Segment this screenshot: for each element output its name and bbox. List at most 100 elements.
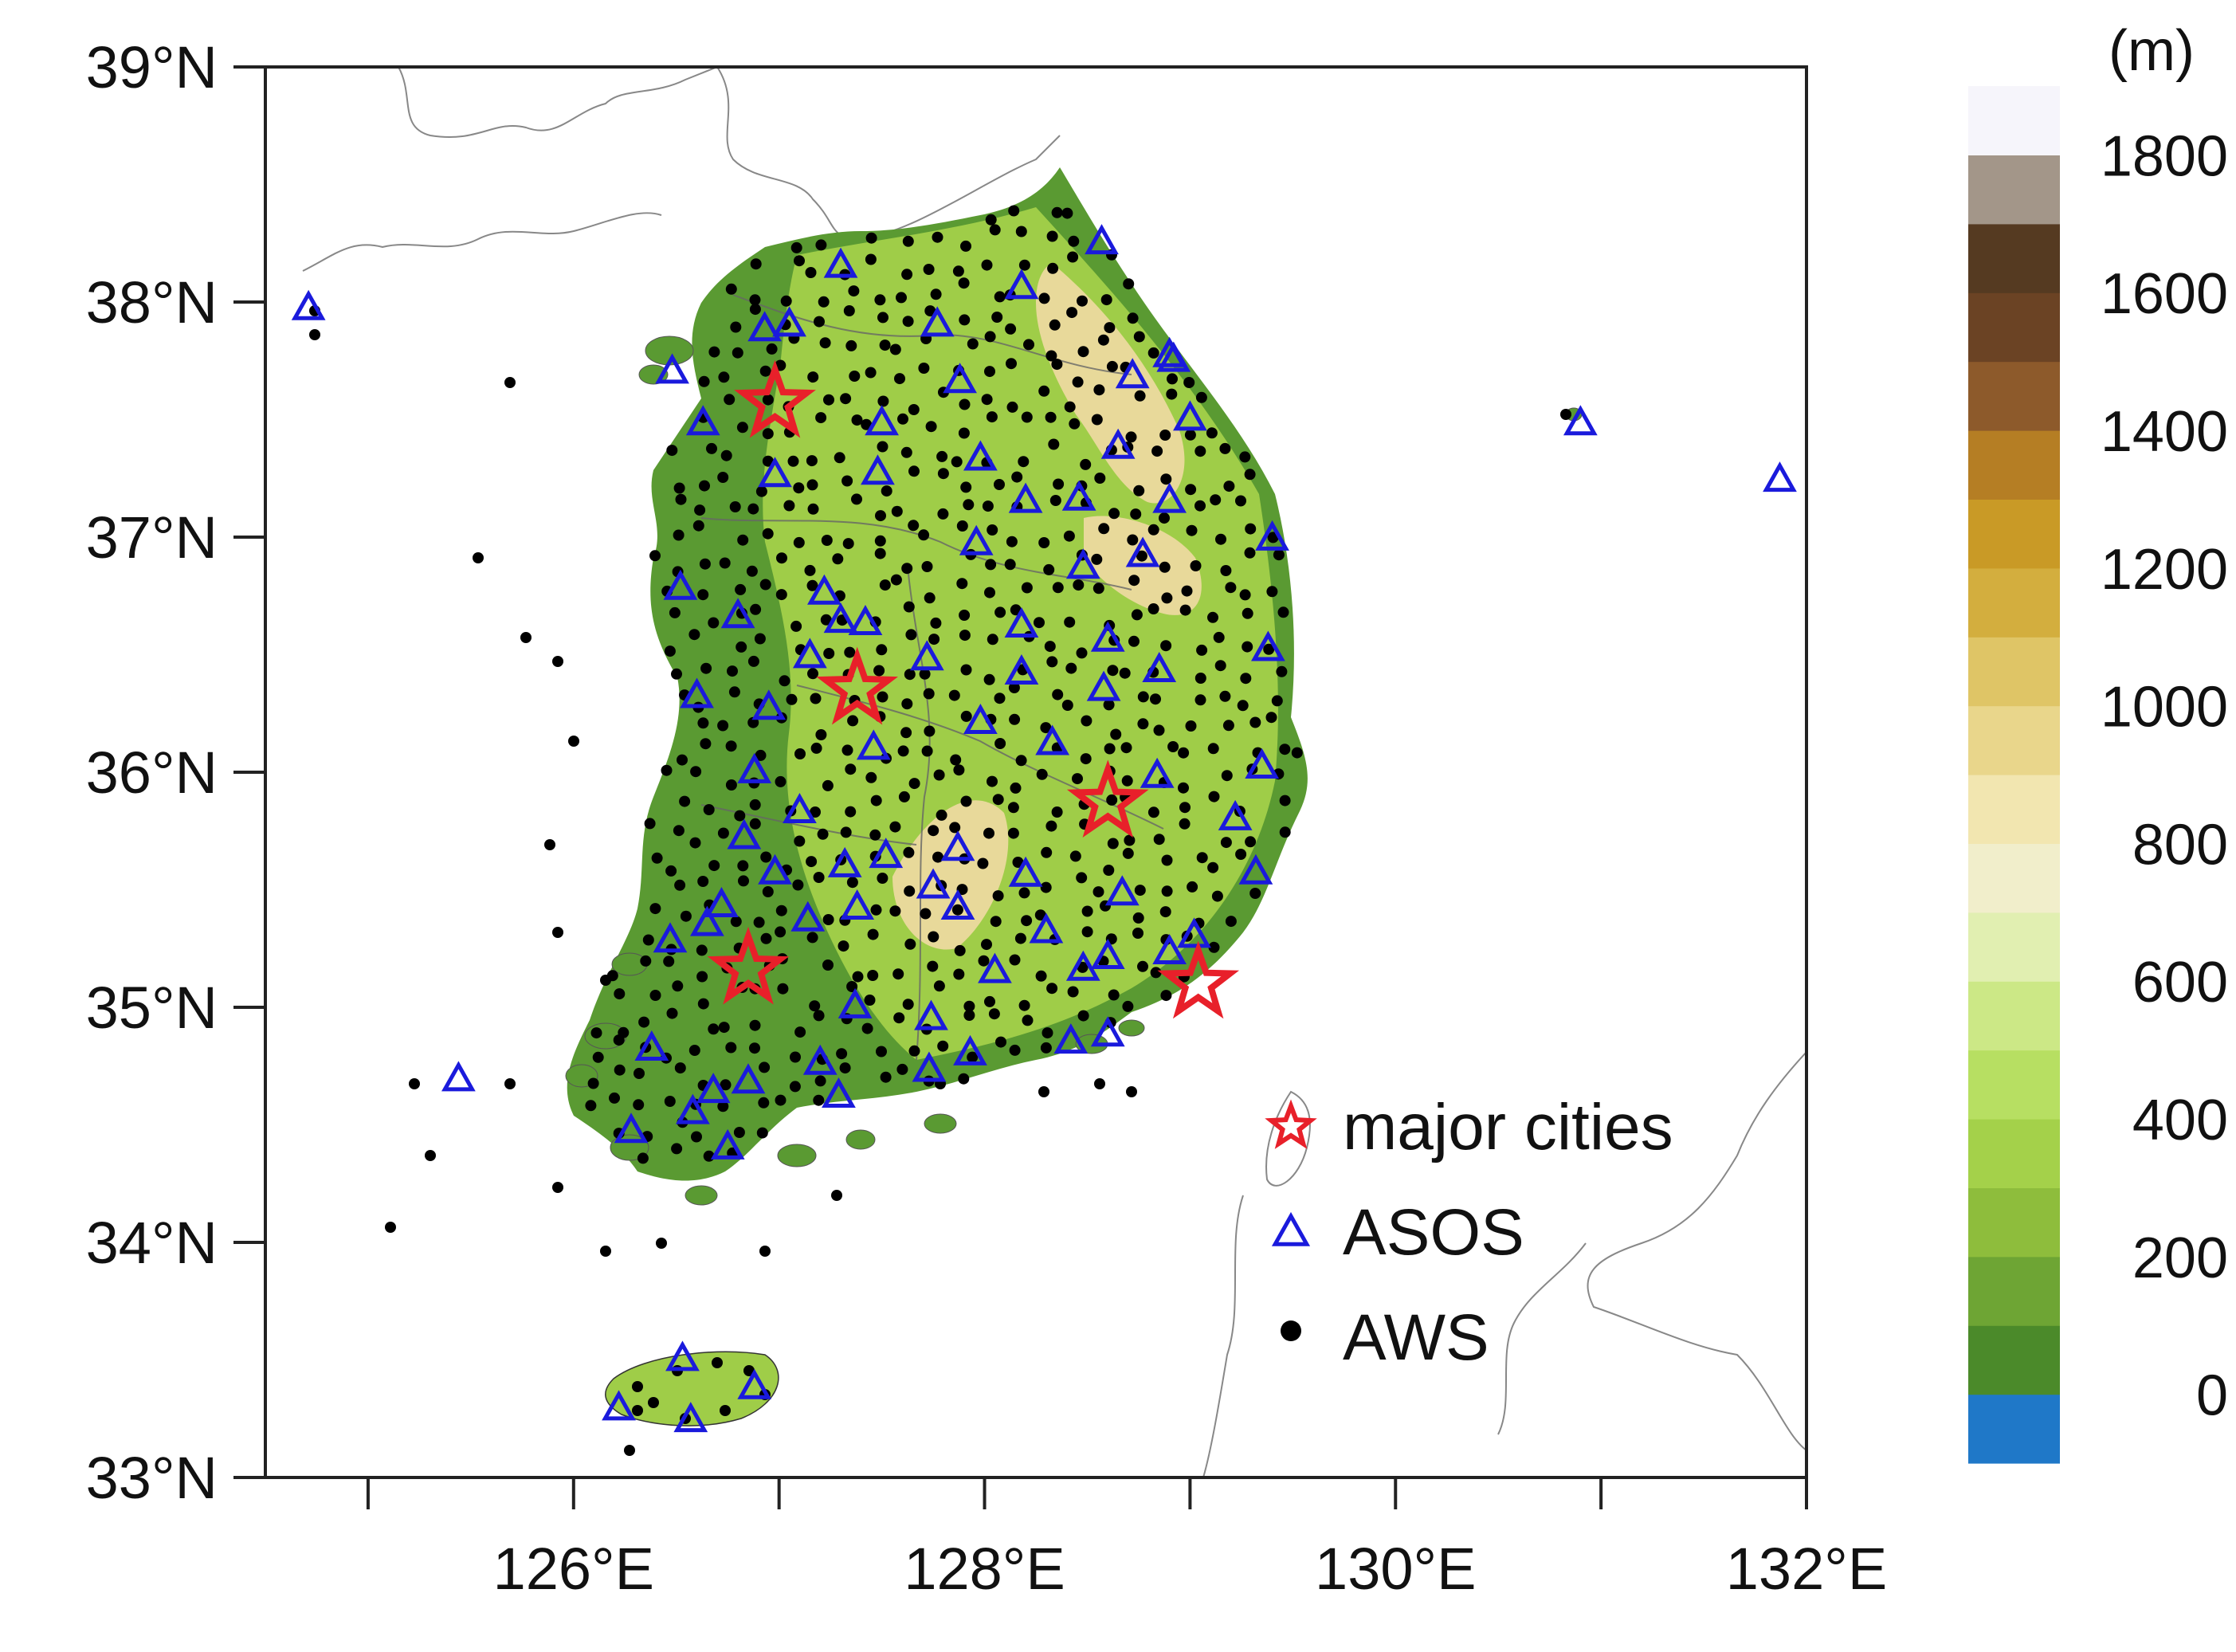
aws-dot [648,1397,659,1408]
asos-triangle [1100,428,1136,459]
aws-dot [960,795,972,807]
aws-dot [1219,442,1231,454]
asos-triangle [790,901,826,932]
lat-tick-label: 35°N [86,975,218,1041]
aws-dot [840,393,852,405]
aws-dot [673,529,685,541]
aws-dot [1211,890,1223,902]
aws-dot [694,504,706,516]
aws-dot [1223,481,1235,492]
aws-dot [815,239,827,251]
aws-dot [815,729,827,740]
asos-triangle [856,729,891,760]
aws-dot [981,394,993,406]
aws-dot [1081,926,1093,938]
colorbar-label: 1200 [2101,538,2228,602]
aws-dot [733,1127,745,1138]
aws-dot [902,999,914,1010]
aws-dot [1222,720,1234,732]
aws-dot [923,264,935,275]
aws-dot [1244,469,1256,481]
aws-dot [665,865,677,877]
asos-triangle [772,306,806,337]
city-star [707,926,790,1005]
aws-dot [898,791,910,802]
aws-dot [904,885,916,897]
aws-dot [762,886,774,897]
aws-dot [1045,411,1057,423]
aws-dot [1147,347,1159,359]
aws-dot [1046,230,1058,242]
city-star [816,646,899,725]
colorbar-label: 0 [2196,1364,2228,1428]
aws-dot [1072,376,1084,388]
aws-dot [750,258,762,270]
aws-dot [712,1357,723,1368]
aws-dot [1159,512,1170,524]
asos-triangle [1115,358,1150,389]
aws-dot [1207,743,1219,755]
aws-dot [747,655,759,667]
aws-dot [1161,854,1173,866]
aws-dot [893,1012,905,1024]
aws-dot [1245,836,1257,848]
aws-dot [409,1078,420,1089]
aws-dot [1051,206,1063,218]
aws-dot [1091,553,1103,565]
aws-dot [841,744,853,756]
asos-triangle [758,853,792,885]
aws-dot [775,926,787,938]
asos-triangle [940,889,975,920]
aws-dot [1034,617,1045,629]
aws-dot [1080,458,1092,470]
aws-dot [1122,1000,1134,1012]
asos-triangle [822,1077,856,1108]
aws-dot [1064,616,1076,628]
aws-dot [613,1034,625,1046]
aws-dot [736,641,747,653]
aws-dot [1266,586,1278,598]
aws-dot [309,329,320,340]
aws-dot [1127,312,1139,324]
aws-dot [1018,999,1030,1011]
aws-dot [896,1063,908,1075]
asos-triangle [1053,1023,1089,1054]
aws-dot [889,905,901,917]
aws-dot [839,1062,851,1074]
aws-dot [963,1010,975,1021]
aws-dot [1104,743,1116,755]
aws-dot [932,231,943,243]
asos-triangle [848,605,883,636]
aws-dot [813,1010,825,1022]
aws-dot [760,932,772,944]
colorbar-swatch [1968,86,2060,155]
aws-dot [1132,928,1143,939]
aws-dot [1560,409,1571,420]
aws-dot [960,481,972,493]
aws-dot [690,766,702,778]
aws-dot [664,645,676,657]
aws-dot [928,634,940,645]
aws-dot [823,648,835,659]
city-star [734,359,816,438]
asos-triangle [1238,853,1273,885]
asos-triangle [1035,724,1070,755]
colorbar-label: 400 [2132,1089,2228,1152]
aws-dot [649,550,661,562]
aws-dot [923,688,935,700]
aws-dot [1240,673,1252,685]
aws-dot [754,633,766,645]
aws-dot [865,771,877,783]
aws-dot [876,1046,887,1058]
aws-dot [958,427,970,439]
aws-dot [1167,373,1178,385]
aws-dot [1098,523,1110,535]
aws-dot [952,265,964,277]
aws-dot [590,1027,602,1039]
aws-dot [661,764,673,776]
aws-dot [746,565,758,577]
aws-dot [930,288,942,300]
aws-dot [877,441,889,453]
asos-triangle [920,306,955,337]
aws-dot [879,339,891,351]
